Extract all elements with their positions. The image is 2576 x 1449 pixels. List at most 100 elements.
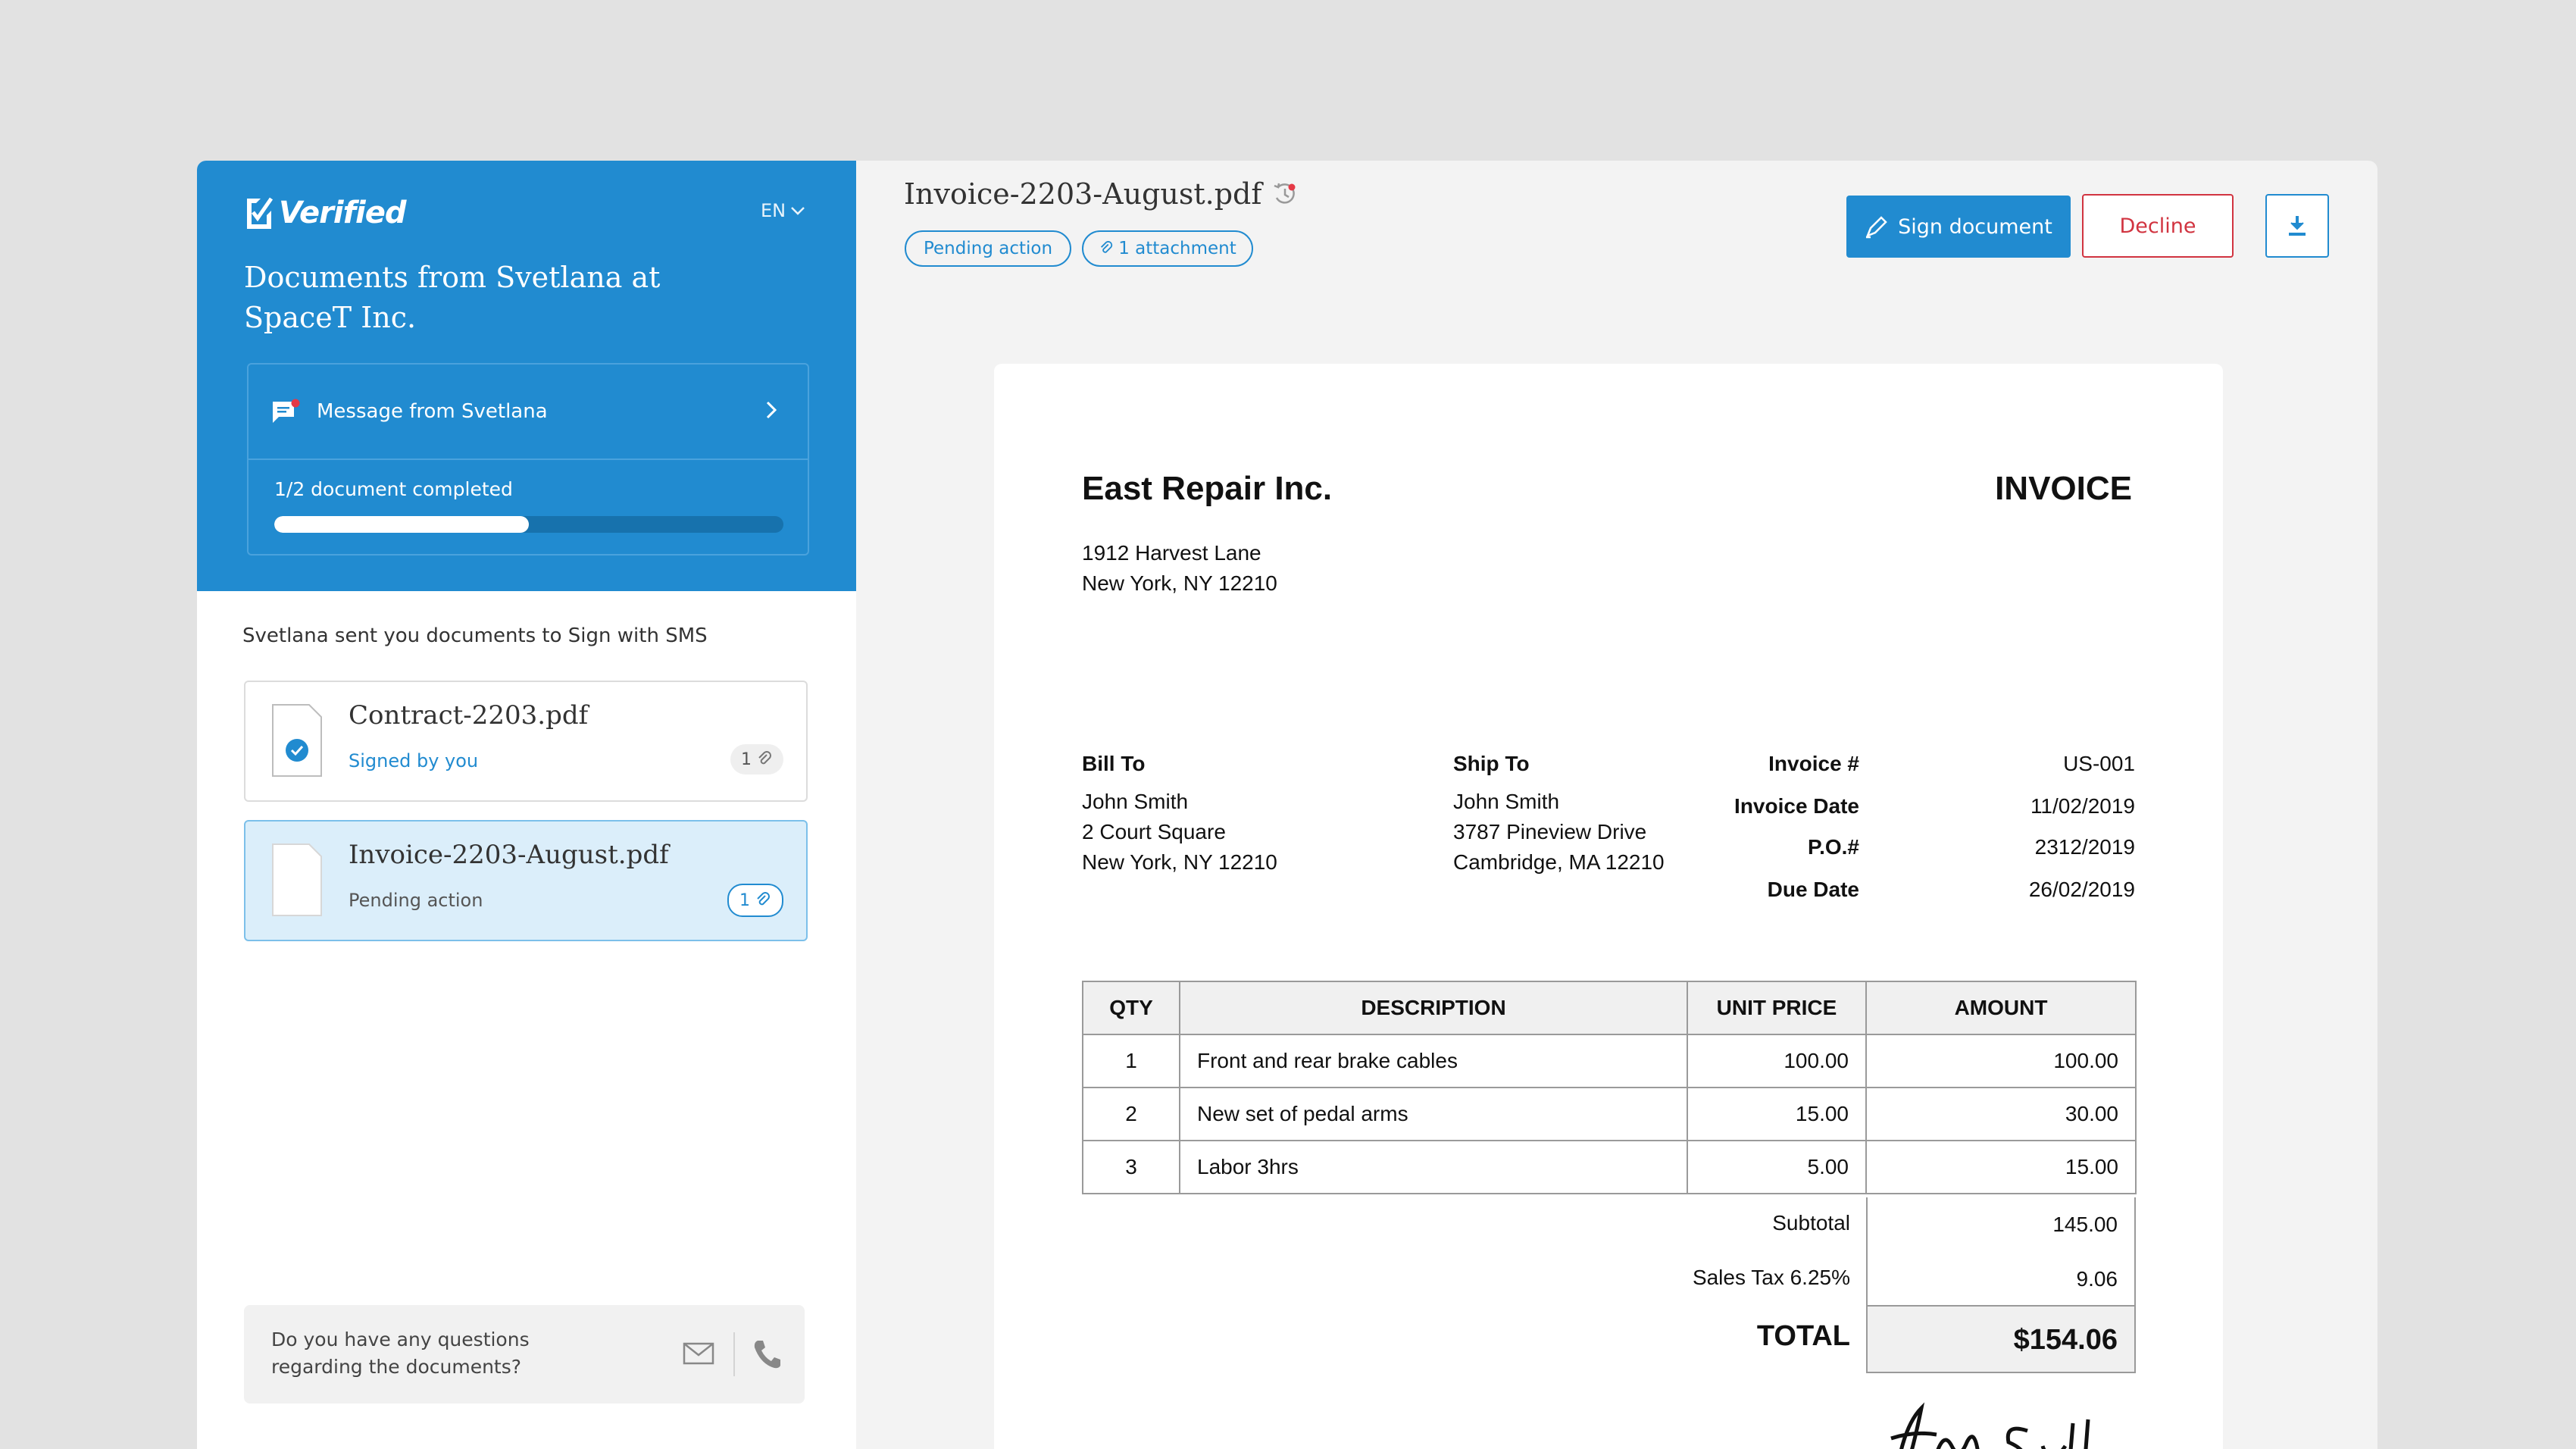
table-row: 1 Front and rear brake cables 100.00 100…	[1082, 1034, 2137, 1088]
chevron-down-icon	[791, 207, 805, 215]
paperclip-icon	[758, 751, 771, 765]
document-status: Signed by you	[349, 750, 479, 771]
brand-logo: Verified	[244, 194, 406, 232]
chevron-right-icon	[766, 401, 777, 419]
address-line: 1912 Harvest Lane	[1082, 541, 1261, 565]
po-number-label: P.O.#	[1808, 835, 1859, 859]
download-icon	[2289, 216, 2306, 236]
subtotal-value: 145.00	[1866, 1197, 2136, 1252]
questions-box: Do you have any questions regarding the …	[244, 1305, 805, 1404]
total-label: TOTAL	[1756, 1320, 1850, 1352]
status-badge: Pending action	[905, 230, 1071, 267]
column-header: AMOUNT	[1865, 981, 2137, 1035]
attachment-count: 1	[739, 890, 750, 910]
progress-fill	[274, 516, 529, 533]
unit-price-cell: 100.00	[1687, 1034, 1867, 1088]
description-cell: Front and rear brake cables	[1179, 1034, 1688, 1088]
sign-document-button[interactable]: Sign document	[1846, 196, 2071, 258]
message-label: Message from Svetlana	[317, 400, 548, 423]
table-header-row: QTY DESCRIPTION UNIT PRICE AMOUNT	[1082, 981, 2137, 1035]
qty-cell: 2	[1082, 1087, 1180, 1141]
address-line: John Smith	[1453, 790, 1560, 813]
address-line: Cambridge, MA 12210	[1453, 850, 1665, 874]
history-icon[interactable]	[1272, 181, 1298, 207]
document-name: Invoice-2203-August.pdf	[349, 840, 669, 870]
address-line: New York, NY 12210	[1082, 571, 1277, 595]
decline-button[interactable]: Decline	[2082, 194, 2234, 258]
amount-cell: 100.00	[1865, 1034, 2137, 1088]
divider	[733, 1332, 735, 1376]
brand-name: Verified	[279, 196, 406, 230]
message-icon	[273, 399, 300, 423]
ship-to-label: Ship To	[1453, 752, 1530, 775]
verified-logo-icon	[247, 197, 274, 229]
invoice-company: East Repair Inc.	[1082, 470, 1333, 507]
unit-price-cell: 15.00	[1687, 1087, 1867, 1141]
attachment-count: 1	[741, 750, 752, 769]
sidebar-summary-card: Message from Svetlana 1/2 document compl…	[247, 363, 809, 556]
unit-price-cell: 5.00	[1687, 1140, 1867, 1194]
bill-to-address: John Smith 2 Court Square New York, NY 1…	[1082, 787, 1277, 878]
document-signed-icon	[272, 704, 322, 777]
decline-label: Decline	[2119, 214, 2196, 238]
language-selector[interactable]: EN	[761, 200, 805, 221]
document-name: Contract-2203.pdf	[349, 700, 589, 731]
document-title: Invoice-2203-August.pdf	[904, 177, 1298, 211]
attachment-count-badge: 1	[730, 744, 783, 775]
signature-image	[1890, 1402, 2090, 1449]
progress-bar	[274, 516, 783, 533]
download-button[interactable]	[2265, 194, 2329, 258]
invoice-date-label: Invoice Date	[1734, 794, 1859, 818]
document-item-invoice[interactable]: Invoice-2203-August.pdf Pending action 1	[244, 820, 808, 941]
address-line: 3787 Pineview Drive	[1453, 820, 1647, 843]
mail-icon[interactable]	[682, 1338, 715, 1369]
document-icon	[272, 843, 322, 916]
table-row: 2 New set of pedal arms 15.00 30.00	[1082, 1087, 2137, 1141]
due-date-value: 26/02/2019	[2028, 878, 2135, 901]
attachment-pill-label: 1 attachment	[1118, 239, 1236, 258]
phone-icon[interactable]	[752, 1338, 782, 1370]
message-row[interactable]: Message from Svetlana	[249, 365, 808, 460]
invoice-number-label: Invoice #	[1768, 752, 1859, 775]
ship-to-address: John Smith 3787 Pineview Drive Cambridge…	[1453, 787, 1665, 878]
sign-document-label: Sign document	[1898, 214, 2052, 239]
address-line: John Smith	[1082, 790, 1189, 813]
bill-to-label: Bill To	[1082, 752, 1146, 775]
attachment-count-badge: 1	[727, 884, 783, 917]
column-header: UNIT PRICE	[1687, 981, 1867, 1035]
address-line: 2 Court Square	[1082, 820, 1226, 843]
company-address: 1912 Harvest Lane New York, NY 12210	[1082, 538, 1277, 599]
status-badge-label: Pending action	[923, 239, 1053, 258]
column-header: DESCRIPTION	[1179, 981, 1688, 1035]
due-date-label: Due Date	[1767, 878, 1859, 901]
description-cell: Labor 3hrs	[1179, 1140, 1688, 1194]
qty-cell: 3	[1082, 1140, 1180, 1194]
address-line: New York, NY 12210	[1082, 850, 1277, 874]
sidebar-title: Documents from Svetlana at SpaceT Inc.	[244, 261, 661, 334]
po-number-value: 2312/2019	[2034, 835, 2135, 859]
invoice-date-value: 11/02/2019	[2030, 794, 2135, 818]
attachment-pill[interactable]: 1 attachment	[1082, 230, 1253, 267]
invoice-number-value: US-001	[2063, 752, 2135, 775]
progress-label: 1/2 document completed	[274, 478, 513, 500]
document-preview: East Repair Inc. INVOICE 1912 Harvest La…	[994, 364, 2223, 1449]
language-label: EN	[761, 200, 786, 221]
description-cell: New set of pedal arms	[1179, 1087, 1688, 1141]
amount-cell: 15.00	[1865, 1140, 2137, 1194]
qty-cell: 1	[1082, 1034, 1180, 1088]
total-value: $154.06	[1866, 1307, 2136, 1373]
sent-description: Svetlana sent you documents to Sign with…	[242, 624, 708, 647]
questions-text: Do you have any questions regarding the …	[271, 1329, 530, 1378]
document-item-contract[interactable]: Contract-2203.pdf Signed by you 1	[244, 681, 808, 802]
column-header: QTY	[1082, 981, 1180, 1035]
pen-icon	[1865, 216, 1887, 239]
sidebar-header: Verified EN Documents from Svetlana at S…	[197, 161, 856, 591]
sales-tax-value: 9.06	[1866, 1252, 2136, 1307]
paperclip-icon	[1101, 241, 1113, 253]
document-title-text: Invoice-2203-August.pdf	[904, 177, 1262, 211]
table-row: 3 Labor 3hrs 5.00 15.00	[1082, 1140, 2137, 1194]
document-status: Pending action	[349, 890, 483, 911]
invoice-title: INVOICE	[1995, 470, 2132, 507]
subtotal-label: Subtotal	[1772, 1211, 1850, 1235]
sales-tax-label: Sales Tax 6.25%	[1692, 1266, 1850, 1289]
